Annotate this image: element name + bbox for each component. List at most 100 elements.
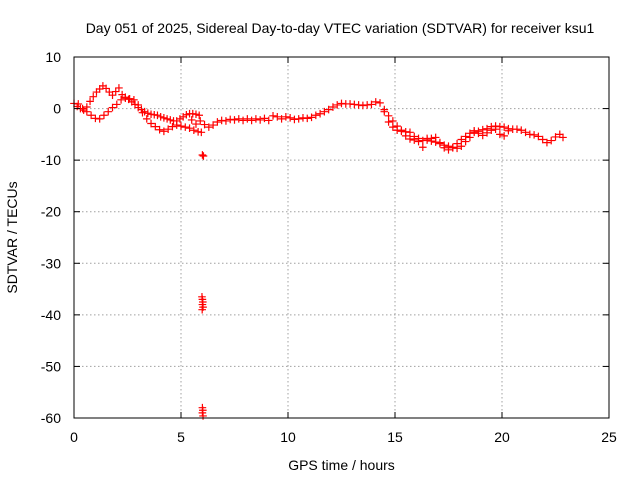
data-point: [205, 123, 213, 131]
data-point: [230, 116, 239, 124]
data-point: [329, 103, 337, 111]
data-point: [320, 107, 329, 116]
plot-frame: [73, 56, 610, 419]
y-axis-title: SDTVAR / TECUs: [4, 181, 20, 293]
data-point: [151, 122, 160, 131]
data-point: [384, 111, 393, 120]
data-point: [457, 135, 466, 144]
data-point: [461, 137, 470, 146]
data-point: [478, 131, 487, 140]
chart-title: Day 051 of 2025, Sidereal Day-to-day VTE…: [86, 20, 595, 36]
data-point: [444, 142, 453, 151]
y-tick-label: -10: [41, 152, 61, 168]
data-point: [168, 122, 177, 131]
data-point: [316, 109, 324, 118]
axis-ticks: [73, 56, 610, 419]
data-point: [199, 152, 208, 160]
data-point: [367, 100, 376, 109]
data-point: [187, 116, 196, 124]
data-point: [166, 116, 175, 124]
data-point: [410, 136, 419, 144]
data-point: [190, 126, 198, 135]
data-point: [111, 87, 120, 96]
data-point: [102, 84, 110, 93]
data-point: [195, 111, 203, 120]
data-point: [247, 116, 256, 125]
data-point: [277, 115, 286, 123]
data-point: [105, 88, 114, 96]
data-point: [504, 126, 513, 135]
data-point: [491, 125, 500, 133]
data-point: [234, 115, 243, 123]
data-point: [397, 127, 406, 136]
data-point: [427, 137, 436, 145]
data-point: [521, 128, 530, 137]
data-point: [125, 94, 134, 103]
data-point: [543, 138, 551, 147]
data-point: [513, 125, 521, 133]
data-point: [113, 100, 121, 109]
data-point: [197, 128, 206, 137]
data-point: [312, 111, 320, 120]
data-point: [177, 122, 185, 130]
data-point: [466, 133, 474, 142]
data-point: [303, 114, 312, 123]
data-point: [371, 98, 380, 106]
data-point: [192, 110, 200, 119]
data-point: [440, 141, 449, 149]
data-point: [209, 121, 217, 129]
data-point: [153, 111, 162, 120]
data-point: [500, 132, 508, 140]
y-tick-label: -50: [41, 358, 61, 374]
data-point: [393, 122, 401, 130]
data-point: [181, 123, 190, 131]
y-tick-label: -60: [41, 410, 61, 426]
data-point: [436, 139, 444, 148]
data-point: [147, 119, 155, 128]
data-point: [213, 118, 222, 126]
data-point: [182, 110, 191, 119]
data-point: [324, 105, 333, 114]
y-tick-label: -20: [41, 204, 61, 220]
data-point: [555, 130, 564, 139]
data-point: [483, 129, 491, 137]
data-point: [130, 96, 138, 104]
x-axis-title: GPS time / hours: [288, 457, 395, 473]
data-point: [79, 106, 88, 114]
data-point: [419, 143, 427, 152]
data-point: [559, 133, 567, 142]
x-tick-label: 20: [494, 429, 510, 445]
data-point: [286, 114, 294, 122]
data-points: [70, 82, 567, 420]
data-point: [74, 100, 83, 108]
data-point: [551, 133, 560, 141]
data-point: [517, 126, 526, 135]
data-point: [389, 123, 397, 131]
data-point: [243, 115, 252, 123]
data-point: [196, 117, 205, 125]
data-point: [376, 99, 384, 107]
y-tick-labels: 10 0 -10 -20 -30 -40 -50 -60: [41, 49, 61, 426]
data-point: [431, 138, 440, 146]
data-point: [239, 116, 247, 125]
data-point: [95, 85, 104, 93]
data-point: [538, 135, 547, 144]
x-tick-label: 5: [177, 429, 185, 445]
data-point: [78, 104, 87, 113]
data-point: [156, 113, 165, 121]
data-point: [496, 130, 504, 139]
data-point: [294, 115, 303, 123]
data-point: [470, 128, 478, 137]
data-point: [134, 101, 142, 109]
data-point: [198, 151, 207, 159]
data-point: [457, 142, 466, 151]
data-point: [380, 105, 389, 114]
data-point: [406, 128, 414, 137]
x-tick-label: 0: [70, 429, 78, 445]
data-point: [160, 127, 168, 136]
data-point: [282, 113, 290, 121]
data-point: [163, 115, 171, 123]
data-point: [92, 88, 101, 96]
data-point: [534, 132, 543, 141]
